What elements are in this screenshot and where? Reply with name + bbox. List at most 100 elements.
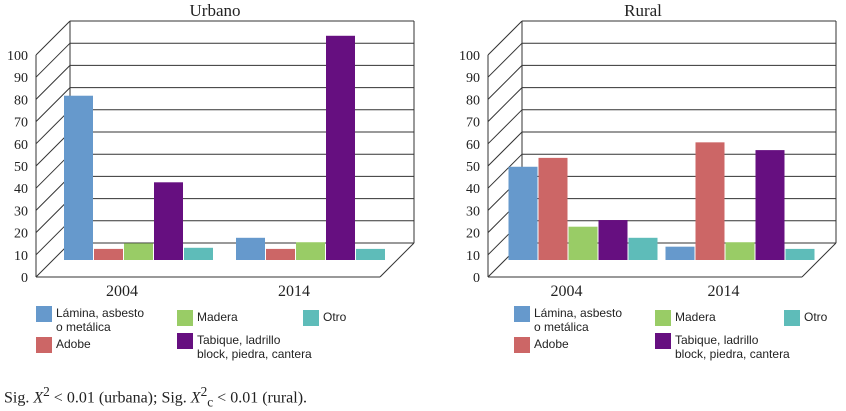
footnote-var1: X (33, 389, 44, 407)
legend-label: Otro (804, 310, 828, 324)
bar-urbano-2014-1 (266, 248, 295, 260)
bar-rural-2014-0 (665, 246, 695, 260)
legend-item-lamina: Lámina, asbesto o metálica (36, 306, 144, 334)
y-tick-label: 20 (466, 227, 480, 242)
legend-swatch (177, 310, 193, 326)
bar-urbano-2004-0 (64, 95, 93, 260)
bar-urbano-2014-4 (356, 248, 385, 260)
bar-urbano-2004-3 (154, 182, 183, 260)
x-tick-label: 2014 (708, 283, 740, 300)
chart-rural-svg: Rural 0 10 20 30 40 50 60 70 80 90 100 2004 2014 (459, 1, 837, 300)
footnote-prefix: Sig. (4, 389, 34, 407)
legend-swatch (655, 310, 671, 326)
bar-urbano-2014-2 (296, 242, 325, 260)
floor-right-edge (801, 242, 837, 278)
y-tick-label: 90 (14, 71, 28, 86)
y-tick-label: 40 (466, 182, 480, 197)
bar-urbano-2004-1 (94, 248, 123, 260)
gridline-diagonal (487, 109, 523, 145)
gridline-diagonal (487, 131, 523, 167)
y-tick-label: 90 (466, 71, 480, 86)
y-tick-label: 20 (14, 227, 28, 242)
footnote-mid1: < 0.01 (urbana); Sig. (49, 389, 191, 407)
legend-label: Lámina, asbesto o metálica (56, 306, 145, 334)
urbano-title: Urbano (190, 1, 241, 20)
bar-rural-2004-0 (508, 166, 538, 260)
y-tick-label: 100 (7, 49, 28, 64)
gridline-diagonal (487, 20, 523, 56)
footnote-sub2: c (207, 394, 214, 410)
significance-footnote: Sig. X2 < 0.01 (urbana); Sig. X2c < 0.01… (4, 384, 307, 411)
bar-rural-2014-2 (725, 242, 755, 260)
bar-urbano-2014-0 (236, 237, 265, 260)
gridline-diagonal (35, 20, 71, 56)
gridline-diagonal (35, 65, 71, 100)
legend-swatch (514, 337, 530, 353)
legend-swatch (784, 310, 800, 326)
bar-rural-2014-1 (695, 142, 725, 260)
y-tick-label: 0 (21, 271, 28, 286)
y-tick-label: 10 (14, 249, 28, 264)
y-tick-label: 10 (466, 249, 480, 264)
y-tick-label: 30 (466, 204, 480, 219)
legend-item-madera: Madera (655, 310, 716, 326)
gridline-diagonal (487, 42, 523, 78)
chart-urbano-svg: Urbano 0 10 20 30 40 50 60 70 80 90 100 2004 2014 (7, 1, 415, 300)
legend-label: Adobe (534, 337, 569, 351)
y-tick-label: 70 (14, 116, 28, 131)
y-tick-label: 60 (14, 138, 28, 153)
legend-item-adobe: Adobe (36, 337, 91, 353)
y-tick-label: 30 (14, 204, 28, 219)
legend-label: Madera (675, 310, 716, 324)
y-tick-label: 70 (466, 116, 480, 131)
legend-label: Lámina, asbesto o metálica (534, 306, 623, 334)
gridline-diagonal (487, 153, 523, 189)
legend-urbano: Lámina, asbesto o metálica Madera Otro A… (36, 306, 456, 366)
bar-rural-2014-4 (785, 248, 815, 260)
bar-rural-2004-2 (568, 226, 598, 260)
legend-swatch (303, 310, 319, 326)
legend-item-lamina: Lámina, asbesto o metálica (514, 306, 622, 334)
floor-right-edge (379, 242, 415, 278)
y-tick-label: 50 (466, 160, 480, 175)
legend-item-otro: Otro (303, 310, 346, 326)
legend-item-madera: Madera (177, 310, 238, 326)
y-tick-label: 60 (466, 138, 480, 153)
legend-swatch (36, 306, 52, 322)
y-tick-label: 50 (14, 160, 28, 175)
footnote-sup1: 2 (43, 384, 50, 399)
legend-item-adobe: Adobe (514, 337, 569, 353)
y-tick-label: 100 (459, 49, 480, 64)
footnote-var2: X (190, 389, 201, 407)
legend-item-otro: Otro (784, 310, 827, 326)
y-tick-label: 0 (473, 271, 480, 286)
rural-title: Rural (624, 1, 662, 20)
bar-rural-2004-4 (628, 237, 658, 260)
bar-urbano-2004-4 (184, 247, 213, 260)
gridline-diagonal (487, 87, 523, 122)
legend-label: Tabique, ladrillo block, piedra, cantera (197, 333, 312, 361)
legend-label: Madera (197, 310, 238, 324)
y-tick-label: 40 (14, 182, 28, 197)
bar-rural-2004-1 (538, 157, 568, 260)
legend-label: Adobe (56, 337, 91, 351)
legend-label: Tabique, ladrillo block, piedra, cantera (675, 333, 790, 361)
x-tick-label: 2004 (106, 283, 138, 300)
legend-swatch (177, 333, 193, 349)
gridline-diagonal (35, 87, 71, 122)
bar-urbano-2004-2 (124, 243, 153, 260)
legend-swatch (655, 333, 671, 349)
chart-rural: Rural 0 10 20 30 40 50 60 70 80 90 100 2004 2014 (426, 0, 846, 310)
footnote-sup2: 2 (200, 384, 208, 399)
y-tick-label: 80 (14, 93, 28, 108)
legend-label: Otro (323, 310, 347, 324)
legend-item-tabique: Tabique, ladrillo block, piedra, cantera (655, 333, 790, 361)
chart-urbano: Urbano 0 10 20 30 40 50 60 70 80 90 100 2004 2014 (0, 0, 426, 310)
bar-rural-2014-3 (755, 150, 785, 260)
y-tick-label: 80 (466, 93, 480, 108)
bar-rural-2004-3 (598, 220, 628, 260)
x-tick-label: 2004 (551, 283, 583, 300)
legend-swatch (36, 337, 52, 353)
legend-item-tabique: Tabique, ladrillo block, piedra, cantera (177, 333, 312, 361)
footnote-mid2: < 0.01 (rural). (213, 389, 308, 407)
